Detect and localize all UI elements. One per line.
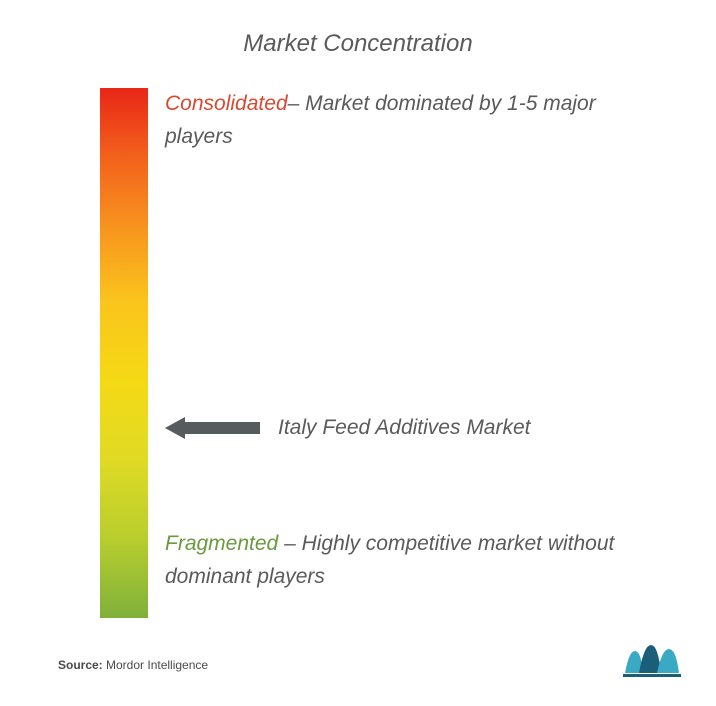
fragmented-label: Fragmented – Highly competitive market w… [165,528,656,593]
market-position-marker: Italy Feed Additives Market [165,416,531,440]
page-title: Market Concentration [40,30,676,58]
marker-label: Italy Feed Additives Market [278,416,531,440]
source-prefix: Source: [58,658,106,672]
consolidated-highlight: Consolidated [165,92,288,115]
source-attribution: Source: Mordor Intelligence [58,658,208,672]
mi-logo-icon [623,643,681,684]
fragmented-highlight: Fragmented [165,532,278,555]
infographic-container: Consolidated– Market dominated by 1-5 ma… [40,88,676,648]
source-name: Mordor Intelligence [106,658,208,672]
arrow-left-icon [165,417,260,439]
concentration-gradient-bar [100,88,148,618]
consolidated-label: Consolidated– Market dominated by 1-5 ma… [165,88,656,153]
